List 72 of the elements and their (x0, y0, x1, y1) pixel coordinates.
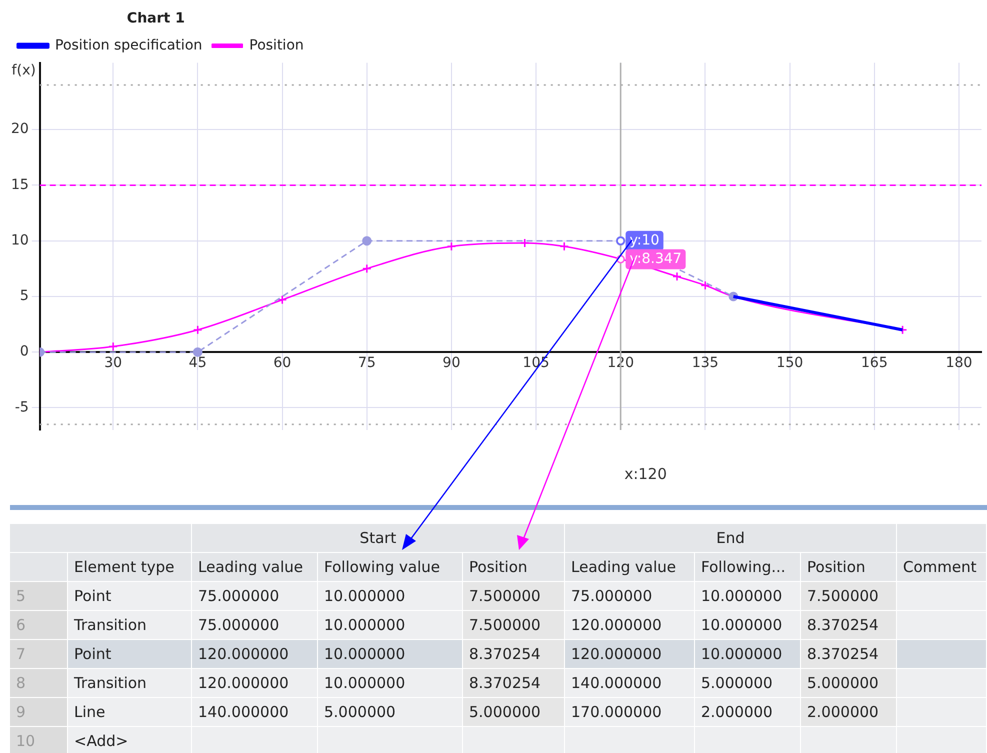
x-tick-label: 60 (273, 355, 292, 372)
text: 7.500000 (463, 582, 565, 611)
text: 10.000000 (695, 640, 801, 669)
text: 140.000000 (192, 698, 318, 727)
text: 5.000000 (318, 698, 463, 727)
text: 7 (10, 640, 68, 669)
y-axis-title: f(x) (12, 62, 36, 78)
text: Point (68, 582, 192, 611)
text: Element type (68, 553, 192, 582)
text: Point (68, 640, 192, 669)
x-tick-label: 30 (104, 355, 122, 372)
legend-title: Chart 1 (126, 10, 185, 27)
text: Following value (318, 553, 463, 582)
x-tick-label: 165 (860, 355, 888, 372)
text: Position (801, 553, 897, 582)
y-tick-label: 10 (10, 232, 29, 248)
text: 7.500000 (463, 611, 565, 640)
text: 140.000000 (565, 669, 695, 698)
text: 5.000000 (801, 669, 897, 698)
y-tick-label: -5 (14, 399, 29, 416)
text: Transition (68, 669, 192, 698)
text: End (565, 524, 897, 553)
x-tick-label: 45 (188, 355, 207, 372)
text: Position (463, 553, 565, 582)
text: 8 (10, 669, 68, 698)
x-tick-label: 75 (358, 355, 376, 372)
text: 170.000000 (565, 698, 695, 727)
text: 10.000000 (318, 582, 463, 611)
text: 120.000000 (192, 669, 318, 698)
text: Leading value (565, 553, 695, 582)
x-tick-label: 90 (442, 355, 460, 372)
text: 8.370254 (801, 640, 897, 669)
y-tick-label: 0 (20, 344, 29, 360)
text: 8.370254 (463, 669, 565, 698)
text: 2.000000 (801, 698, 897, 727)
x-tick-label: 180 (946, 355, 972, 372)
text: 120.000000 (192, 640, 318, 669)
text: 10.000000 (318, 640, 463, 669)
text: 120.000000 (565, 640, 695, 669)
text: 7.500000 (801, 582, 897, 611)
text: Start (192, 524, 565, 553)
text: Following... (695, 553, 801, 582)
text: Comment (897, 553, 987, 582)
text: 8.370254 (801, 611, 897, 640)
text: 10.000000 (695, 611, 801, 640)
text: 2.000000 (695, 698, 801, 727)
text: Leading value (192, 553, 318, 582)
text: 120.000000 (565, 611, 695, 640)
text: 6 (10, 611, 68, 640)
text: 10.000000 (318, 669, 463, 698)
y-tick-label: 5 (20, 288, 29, 304)
legend-label: Position specification (55, 37, 202, 54)
annotation: y:8.347 (630, 250, 682, 267)
text: 5.000000 (463, 698, 565, 727)
legend-label: Position (249, 37, 304, 54)
text: Transition (68, 611, 192, 640)
text: 8.370254 (463, 640, 565, 669)
y-tick-label: 15 (10, 176, 29, 193)
text: 10.000000 (695, 582, 801, 611)
text: 9 (10, 698, 68, 727)
text: 10.000000 (318, 611, 463, 640)
text: <Add> (68, 727, 192, 753)
text: Line (68, 698, 192, 727)
y-tick-label: 20 (10, 121, 29, 138)
text: 75.000000 (192, 611, 318, 640)
text: 75.000000 (192, 582, 318, 611)
annotation: y:10 (630, 232, 660, 248)
text: 5.000000 (695, 669, 801, 698)
ref-line-label: x:120 (624, 464, 667, 483)
x-tick-label: 150 (776, 355, 804, 372)
text: 75.000000 (565, 582, 695, 611)
x-tick-label: 135 (692, 355, 719, 372)
